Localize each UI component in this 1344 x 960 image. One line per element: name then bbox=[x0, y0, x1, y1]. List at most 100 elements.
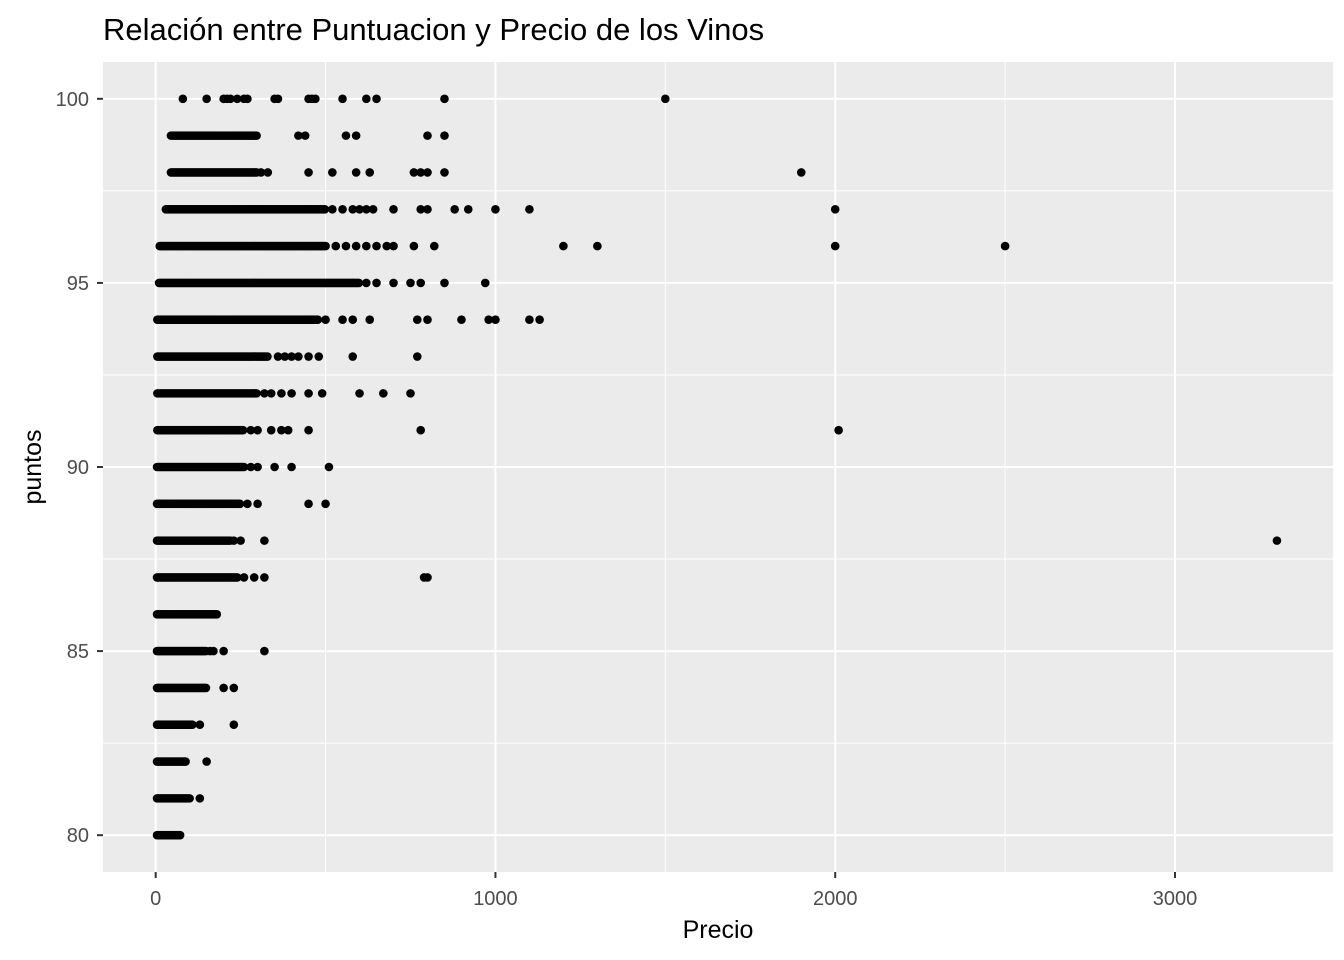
data-point bbox=[287, 462, 296, 472]
x-axis-title: Precio bbox=[683, 916, 754, 944]
data-point bbox=[239, 462, 249, 472]
data-point bbox=[263, 168, 273, 177]
data-point bbox=[341, 131, 351, 140]
data-point bbox=[525, 204, 534, 214]
data-point bbox=[416, 168, 425, 177]
data-point bbox=[409, 241, 419, 251]
data-point bbox=[423, 573, 432, 582]
data-point bbox=[355, 204, 364, 214]
data-point bbox=[304, 389, 313, 398]
data-point bbox=[484, 315, 493, 325]
data-point bbox=[559, 241, 568, 251]
data-point bbox=[379, 389, 388, 398]
data-point bbox=[277, 425, 286, 435]
data-point bbox=[300, 131, 310, 140]
y-tick-label: 100 bbox=[56, 89, 89, 111]
data-point bbox=[409, 168, 419, 177]
data-point bbox=[311, 94, 320, 104]
data-point bbox=[362, 204, 371, 214]
data-point bbox=[440, 278, 449, 288]
data-point bbox=[406, 389, 415, 398]
data-point bbox=[287, 389, 296, 398]
y-tick-label: 90 bbox=[67, 457, 89, 479]
data-point bbox=[796, 168, 806, 177]
data-point bbox=[423, 168, 432, 177]
data-point bbox=[412, 352, 422, 361]
data-point bbox=[457, 315, 466, 325]
data-point bbox=[372, 241, 381, 251]
y-axis-title: puntos bbox=[19, 429, 47, 504]
data-point bbox=[368, 204, 378, 214]
data-point bbox=[341, 241, 351, 251]
data-point bbox=[535, 315, 544, 325]
data-point bbox=[440, 94, 449, 104]
data-point bbox=[365, 168, 375, 177]
data-point bbox=[304, 425, 313, 435]
data-point bbox=[260, 389, 269, 398]
data-point bbox=[287, 352, 296, 361]
data-point bbox=[321, 241, 330, 251]
data-point bbox=[252, 389, 261, 398]
data-point bbox=[321, 499, 330, 509]
data-point bbox=[355, 389, 364, 398]
data-point bbox=[389, 278, 398, 288]
data-point bbox=[270, 462, 279, 472]
y-tick-label: 85 bbox=[67, 641, 89, 663]
data-point bbox=[830, 241, 840, 251]
data-point bbox=[313, 315, 323, 325]
data-point bbox=[423, 131, 432, 140]
data-point bbox=[1272, 536, 1282, 545]
data-point bbox=[195, 720, 205, 730]
data-point bbox=[491, 315, 500, 325]
data-point bbox=[246, 425, 256, 435]
data-point bbox=[348, 315, 358, 325]
data-point bbox=[229, 683, 239, 693]
data-point bbox=[219, 683, 228, 693]
data-point bbox=[219, 646, 228, 656]
data-point bbox=[372, 94, 381, 104]
data-point bbox=[294, 352, 303, 361]
data-point bbox=[280, 352, 290, 361]
data-point bbox=[185, 794, 194, 803]
data-point bbox=[260, 573, 269, 582]
data-point bbox=[263, 352, 272, 361]
data-point bbox=[324, 462, 334, 472]
x-tick-label: 2000 bbox=[813, 888, 858, 910]
data-point bbox=[348, 204, 358, 214]
data-point bbox=[266, 389, 276, 398]
data-point bbox=[328, 204, 337, 214]
data-point bbox=[830, 204, 840, 214]
data-point bbox=[314, 352, 324, 361]
data-point bbox=[351, 168, 361, 177]
data-point bbox=[188, 720, 197, 730]
data-point bbox=[304, 168, 313, 177]
data-point bbox=[238, 425, 248, 435]
data-point bbox=[365, 315, 375, 325]
data-point bbox=[480, 278, 490, 288]
data-point bbox=[440, 131, 449, 140]
data-point bbox=[338, 94, 347, 104]
data-point bbox=[246, 462, 256, 472]
data-point bbox=[201, 683, 211, 693]
data-points bbox=[152, 94, 1282, 840]
data-point bbox=[406, 278, 415, 288]
data-point bbox=[416, 204, 425, 214]
data-point bbox=[317, 389, 327, 398]
data-point bbox=[249, 573, 259, 582]
data-point bbox=[252, 131, 261, 140]
data-point bbox=[232, 94, 242, 104]
data-point bbox=[491, 204, 500, 214]
data-point bbox=[593, 241, 602, 251]
x-axis: 0 1000 2000 3000 bbox=[150, 872, 1197, 910]
data-point bbox=[273, 352, 283, 361]
y-tick-label: 80 bbox=[67, 825, 89, 847]
data-point bbox=[440, 168, 449, 177]
y-tick-label: 95 bbox=[67, 273, 89, 295]
data-point bbox=[178, 94, 188, 104]
data-point bbox=[260, 646, 269, 656]
data-point bbox=[243, 499, 252, 509]
data-point bbox=[382, 241, 392, 251]
data-point bbox=[450, 204, 459, 214]
data-point bbox=[266, 425, 276, 435]
data-point bbox=[354, 278, 364, 288]
